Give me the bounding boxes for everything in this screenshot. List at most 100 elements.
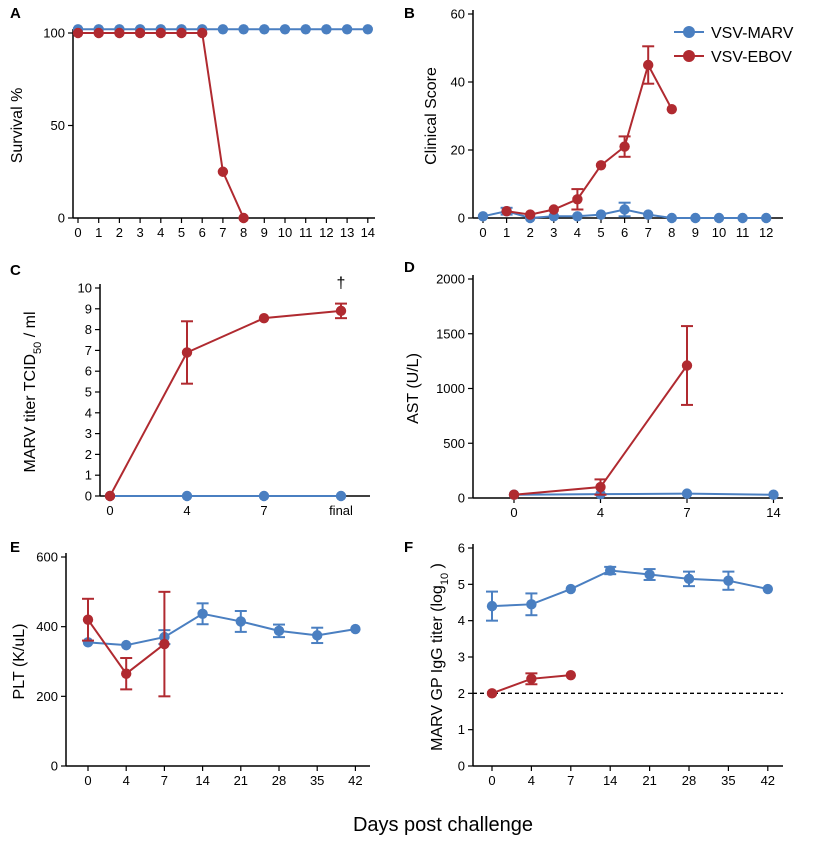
x-tick-label: 2 <box>527 225 534 240</box>
data-point-ebov <box>176 27 187 39</box>
data-point-ebov <box>548 204 559 215</box>
data-point-ebov <box>486 688 498 699</box>
data-point-ebov <box>93 27 104 39</box>
data-point-marv <box>761 212 772 224</box>
data-point-marv <box>595 209 607 220</box>
y-tick-label: 1 <box>458 722 465 737</box>
x-tick-label: 2 <box>116 225 123 240</box>
x-tick-label: final <box>329 503 353 518</box>
data-point-marv <box>477 211 489 222</box>
series-ebov <box>72 27 249 224</box>
y-tick-label: 1 <box>85 468 92 483</box>
legend: VSV-MARV VSV-EBOV <box>674 25 794 66</box>
x-tick-label: 3 <box>550 225 557 240</box>
data-point-ebov <box>155 27 166 39</box>
data-point-marv <box>321 24 332 35</box>
y-tick-label: 200 <box>36 689 58 704</box>
data-point-marv <box>605 565 616 576</box>
x-tick-label: 0 <box>106 503 113 518</box>
data-point-ebov <box>134 27 146 39</box>
y-tick-label: 8 <box>85 322 92 337</box>
y-axis-title: Survival % <box>9 88 26 164</box>
x-tick-label: 11 <box>736 225 750 240</box>
data-point-marv <box>737 212 748 224</box>
x-tick-label: 3 <box>136 225 143 240</box>
panel-label-f: F <box>404 539 413 556</box>
data-point-marv <box>197 608 208 619</box>
x-tick-label: 7 <box>683 505 690 520</box>
data-point-marv <box>258 490 270 502</box>
x-tick-label: 7 <box>161 773 168 788</box>
data-point-marv <box>350 623 361 635</box>
data-point-marv <box>666 212 677 224</box>
data-point-ebov <box>595 160 607 171</box>
y-tick-label: 2 <box>458 686 465 701</box>
data-point-marv <box>335 490 347 502</box>
y-axis-title: AST (U/L) <box>405 353 422 424</box>
x-tick-label: 4 <box>123 773 130 788</box>
y-axis-title: Clinical Score <box>423 67 440 165</box>
y-tick-label: 4 <box>458 613 465 628</box>
data-point-ebov <box>114 27 125 39</box>
panel-label-e: E <box>10 539 20 556</box>
x-tick-label: 0 <box>84 773 91 788</box>
y-tick-label: 100 <box>43 26 65 41</box>
x-tick-label: 42 <box>348 773 362 788</box>
x-tick-label: 0 <box>74 225 81 240</box>
data-point-marv <box>565 583 576 595</box>
series-marv <box>486 565 773 622</box>
legend-label-ebov: VSV-EBOV <box>711 49 792 66</box>
panel-c: C 0 1 2 3 4 5 6 7 8 9 10 0 4 7 final MARV titer TCID50 /… <box>10 262 370 518</box>
series-line-ebov <box>78 32 245 219</box>
y-tick-label: 3 <box>458 650 465 665</box>
x-tick-label: 5 <box>597 225 604 240</box>
x-tick-label: 4 <box>157 225 164 240</box>
x-tick-label: 4 <box>528 773 535 788</box>
global-x-axis-title: Days post challenge <box>353 814 533 836</box>
data-point-ebov <box>525 209 536 220</box>
data-point-marv <box>341 24 353 35</box>
y-tick-label: 60 <box>451 7 465 22</box>
data-point-marv <box>644 569 655 580</box>
data-point-ebov <box>335 305 347 317</box>
x-tick-label: 12 <box>759 225 773 240</box>
x-tick-label: 0 <box>479 225 486 240</box>
data-point-marv <box>362 24 373 35</box>
data-point-marv <box>235 616 246 627</box>
data-point-marv <box>643 209 654 220</box>
x-tick-label: 14 <box>361 225 375 240</box>
data-point-ebov <box>82 614 94 625</box>
x-tick-label: 4 <box>574 225 581 240</box>
x-tick-label: 21 <box>234 773 248 788</box>
data-point-ebov <box>501 206 512 217</box>
data-point-ebov <box>619 141 630 152</box>
y-tick-label: 0 <box>458 491 465 506</box>
data-point-ebov <box>681 360 693 371</box>
y-tick-label: 1500 <box>436 326 465 341</box>
y-tick-label: 5 <box>85 385 92 400</box>
x-tick-label: 7 <box>219 225 226 240</box>
y-axis-title: PLT (K/uL) <box>11 624 28 700</box>
x-tick-label: 14 <box>766 505 780 520</box>
x-tick-label: 4 <box>183 503 190 518</box>
panel-label-d: D <box>404 259 415 276</box>
y-tick-label: 9 <box>85 301 92 316</box>
y-axis-title: MARV GP IgG titer (log10 ) <box>429 563 451 751</box>
x-tick-label: 8 <box>668 225 675 240</box>
data-point-ebov <box>72 27 84 39</box>
data-point-marv <box>690 212 701 224</box>
x-tick-label: 14 <box>195 773 209 788</box>
data-point-marv <box>273 625 285 637</box>
x-tick-label: 28 <box>272 773 286 788</box>
data-point-ebov <box>197 27 208 39</box>
series-marv <box>82 602 361 651</box>
data-point-marv <box>768 489 779 500</box>
y-tick-label: 20 <box>451 143 465 158</box>
data-point-ebov <box>666 104 677 115</box>
data-point-marv <box>683 573 695 585</box>
data-point-marv <box>681 488 693 499</box>
annotation-dagger: † <box>337 275 346 292</box>
y-tick-label: 6 <box>85 364 92 379</box>
x-tick-label: 1 <box>95 225 102 240</box>
